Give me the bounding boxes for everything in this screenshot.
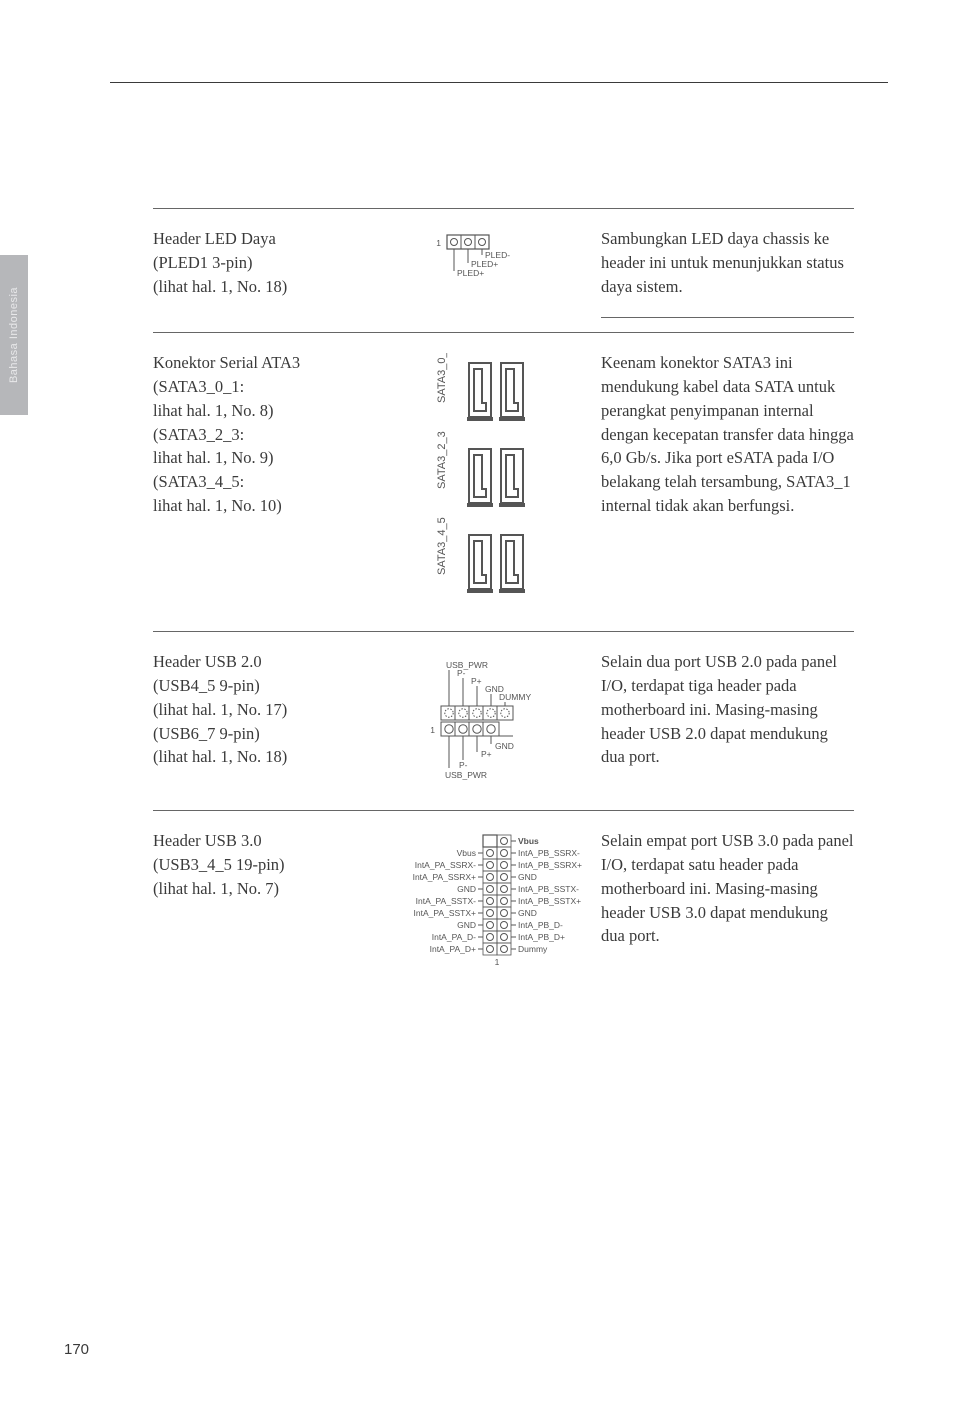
text: (SATA3_0_1: bbox=[153, 375, 371, 399]
text: lihat hal. 1, No. 10) bbox=[153, 494, 371, 518]
svg-text:1: 1 bbox=[430, 725, 435, 735]
side-language-tab: Bahasa Indonesia bbox=[0, 255, 28, 415]
usb3-svg: Vbus IntA_PB_SSRX- Vbus IntA_PB_SSRX+ IntA_P… bbox=[371, 829, 601, 979]
svg-text:IntA_PB_D+: IntA_PB_D+ bbox=[518, 932, 565, 942]
svg-text:P-: P- bbox=[459, 760, 468, 770]
usb2-right: Selain dua port USB 2.0 pada panel I/O, … bbox=[601, 650, 854, 792]
text: Header USB 3.0 bbox=[153, 829, 371, 853]
svg-text:1: 1 bbox=[436, 238, 441, 248]
svg-text:IntA_PB_D-: IntA_PB_D- bbox=[518, 920, 563, 930]
svg-text:P+: P+ bbox=[481, 749, 492, 759]
pled-diagram: 1 PLED- PLED+ PLED+ bbox=[371, 227, 601, 299]
top-rule bbox=[110, 82, 888, 83]
svg-text:IntA_PB_SSTX+: IntA_PB_SSTX+ bbox=[518, 896, 581, 906]
svg-text:DUMMY: DUMMY bbox=[499, 692, 531, 702]
text: (SATA3_4_5: bbox=[153, 470, 371, 494]
pled-left: Header LED Daya (PLED1 3-pin) (lihat hal… bbox=[153, 227, 371, 299]
sata-right: Keenam konektor SATA3 ini mendukung kabe… bbox=[601, 351, 854, 613]
text: Selain dua port USB 2.0 pada panel I/O, … bbox=[601, 650, 854, 770]
text: Header USB 2.0 bbox=[153, 650, 371, 674]
svg-text:P+: P+ bbox=[471, 676, 482, 686]
svg-text:IntA_PA_SSTX-: IntA_PA_SSTX- bbox=[416, 896, 476, 906]
row-usb2: Header USB 2.0 (USB4_5 9-pin) (lihat hal… bbox=[153, 631, 854, 810]
svg-text:GND: GND bbox=[495, 741, 514, 751]
svg-text:Dummy: Dummy bbox=[518, 944, 548, 954]
usb3-left: Header USB 3.0 (USB3_4_5 19-pin) (lihat … bbox=[153, 829, 371, 979]
text: lihat hal. 1, No. 8) bbox=[153, 399, 371, 423]
row-usb3: Header USB 3.0 (USB3_4_5 19-pin) (lihat … bbox=[153, 810, 854, 997]
text: (USB3_4_5 19-pin) bbox=[153, 853, 371, 877]
text: Header LED Daya bbox=[153, 227, 371, 251]
text: (USB4_5 9-pin) bbox=[153, 674, 371, 698]
text: (lihat hal. 1, No. 18) bbox=[153, 275, 371, 299]
svg-text:GND: GND bbox=[457, 920, 476, 930]
svg-text:Vbus: Vbus bbox=[457, 848, 476, 858]
text: (lihat hal. 1, No. 18) bbox=[153, 745, 371, 769]
sata-svg: SATA3_0_1 SATA3_2_3 SATA3_4_5 bbox=[421, 353, 551, 613]
usb3-right: Selain empat port USB 3.0 pada panel I/O… bbox=[601, 829, 854, 979]
svg-text:USB_PWR: USB_PWR bbox=[445, 770, 487, 780]
svg-text:PLED+: PLED+ bbox=[457, 268, 484, 278]
svg-text:IntA_PA_SSRX+: IntA_PA_SSRX+ bbox=[413, 872, 476, 882]
usb2-diagram: USB_PWR P- P+ GND DUMMY bbox=[371, 650, 601, 792]
svg-text:SATA3_2_3: SATA3_2_3 bbox=[436, 431, 448, 489]
svg-text:IntA_PB_SSTX-: IntA_PB_SSTX- bbox=[518, 884, 579, 894]
text: (USB6_7 9-pin) bbox=[153, 722, 371, 746]
text: (PLED1 3-pin) bbox=[153, 251, 371, 275]
svg-text:GND: GND bbox=[518, 908, 537, 918]
svg-text:1: 1 bbox=[495, 957, 500, 967]
svg-text:GND: GND bbox=[457, 884, 476, 894]
row-pled: Header LED Daya (PLED1 3-pin) (lihat hal… bbox=[153, 208, 854, 317]
svg-text:IntA_PA_D-: IntA_PA_D- bbox=[432, 932, 476, 942]
usb3-diagram: Vbus IntA_PB_SSRX- Vbus IntA_PB_SSRX+ IntA_P… bbox=[371, 829, 601, 979]
svg-text:USB_PWR: USB_PWR bbox=[446, 660, 488, 670]
text: (SATA3_2_3: bbox=[153, 423, 371, 447]
sata-left: Konektor Serial ATA3 (SATA3_0_1: lihat h… bbox=[153, 351, 371, 613]
pled-svg: 1 PLED- PLED+ PLED+ bbox=[431, 229, 541, 289]
svg-text:IntA_PB_SSRX+: IntA_PB_SSRX+ bbox=[518, 860, 582, 870]
text: Keenam konektor SATA3 ini mendukung kabe… bbox=[601, 351, 854, 518]
side-language-label: Bahasa Indonesia bbox=[8, 287, 20, 383]
usb2-left: Header USB 2.0 (USB4_5 9-pin) (lihat hal… bbox=[153, 650, 371, 792]
svg-text:SATA3_4_5: SATA3_4_5 bbox=[436, 517, 448, 575]
row-sata: Konektor Serial ATA3 (SATA3_0_1: lihat h… bbox=[153, 332, 854, 631]
page-number: 170 bbox=[64, 1341, 89, 1358]
sata-diagram: SATA3_0_1 SATA3_2_3 SATA3_4_5 bbox=[371, 351, 601, 613]
text: Konektor Serial ATA3 bbox=[153, 351, 371, 375]
text: (lihat hal. 1, No. 17) bbox=[153, 698, 371, 722]
text: Selain empat port USB 3.0 pada panel I/O… bbox=[601, 829, 854, 949]
svg-text:IntA_PA_D+: IntA_PA_D+ bbox=[430, 944, 476, 954]
usb2-svg: USB_PWR P- P+ GND DUMMY bbox=[401, 652, 571, 792]
svg-text:GND: GND bbox=[518, 872, 537, 882]
svg-text:IntA_PA_SSTX+: IntA_PA_SSTX+ bbox=[414, 908, 476, 918]
svg-text:IntA_PB_SSRX-: IntA_PB_SSRX- bbox=[518, 848, 580, 858]
text: Sambungkan LED daya chassis ke header in… bbox=[601, 227, 854, 299]
pled-right: Sambungkan LED daya chassis ke header in… bbox=[601, 227, 854, 299]
text: lihat hal. 1, No. 9) bbox=[153, 446, 371, 470]
sub-rule-1 bbox=[601, 317, 854, 318]
svg-text:P-: P- bbox=[457, 668, 466, 678]
svg-text:Vbus: Vbus bbox=[518, 836, 539, 846]
svg-text:IntA_PA_SSRX-: IntA_PA_SSRX- bbox=[415, 860, 476, 870]
text: (lihat hal. 1, No. 7) bbox=[153, 877, 371, 901]
svg-text:SATA3_0_1: SATA3_0_1 bbox=[436, 353, 448, 403]
content-area: Header LED Daya (PLED1 3-pin) (lihat hal… bbox=[153, 208, 854, 997]
